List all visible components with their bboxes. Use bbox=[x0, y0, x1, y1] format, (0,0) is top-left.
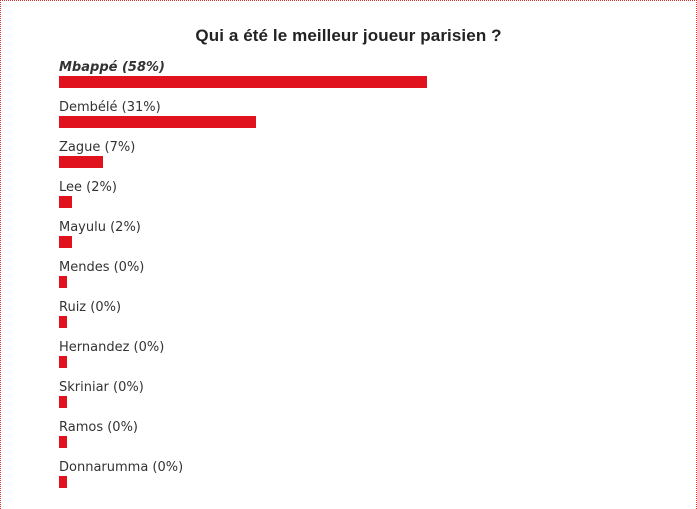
poll-option-bar bbox=[59, 356, 67, 368]
poll-option-label: Dembélé (31%) bbox=[59, 100, 161, 115]
poll-option-bar bbox=[59, 116, 256, 128]
poll-option-label: Ruiz (0%) bbox=[59, 300, 122, 315]
poll-option[interactable]: Skriniar (0%) bbox=[59, 380, 659, 420]
poll-option[interactable]: Donnarumma (0%) bbox=[59, 460, 659, 500]
poll-option[interactable]: Mayulu (2%) bbox=[59, 220, 659, 260]
poll-option[interactable]: Lee (2%) bbox=[59, 180, 659, 220]
poll-option-bar bbox=[59, 76, 427, 88]
poll-option-label: Skriniar (0%) bbox=[59, 380, 144, 395]
poll-option-label: Ramos (0%) bbox=[59, 420, 139, 435]
poll-option-bar bbox=[59, 316, 67, 328]
poll-option-bar bbox=[59, 436, 67, 448]
poll-option[interactable]: Mbappé (58%) bbox=[59, 60, 659, 100]
poll-option-bar bbox=[59, 156, 103, 168]
poll-option[interactable]: Mendes (0%) bbox=[59, 260, 659, 300]
poll-option-bar bbox=[59, 236, 72, 248]
poll-option-bar bbox=[59, 196, 72, 208]
poll-option[interactable]: Hernandez (0%) bbox=[59, 340, 659, 380]
poll-options: Mbappé (58%) Dembélé (31%) Zague (7%) Lee (… bbox=[59, 60, 659, 500]
poll-option-label: Hernandez (0%) bbox=[59, 340, 165, 355]
poll-option-bar bbox=[59, 396, 67, 408]
poll-option[interactable]: Ramos (0%) bbox=[59, 420, 659, 460]
poll-option-bar bbox=[59, 276, 67, 288]
poll-title: Qui a été le meilleur joueur parisien ? bbox=[195, 26, 502, 45]
poll-option-label: Zague (7%) bbox=[59, 140, 136, 155]
poll-option[interactable]: Ruiz (0%) bbox=[59, 300, 659, 340]
poll-option-label: Donnarumma (0%) bbox=[59, 460, 184, 475]
poll-option-bar bbox=[59, 476, 67, 488]
poll-option[interactable]: Dembélé (31%) bbox=[59, 100, 659, 140]
poll-option-label: Mbappé (58%) bbox=[59, 60, 165, 75]
poll-option-label: Mayulu (2%) bbox=[59, 220, 141, 235]
poll-option-label: Mendes (0%) bbox=[59, 260, 145, 275]
poll-option-label: Lee (2%) bbox=[59, 180, 117, 195]
poll-option[interactable]: Zague (7%) bbox=[59, 140, 659, 180]
